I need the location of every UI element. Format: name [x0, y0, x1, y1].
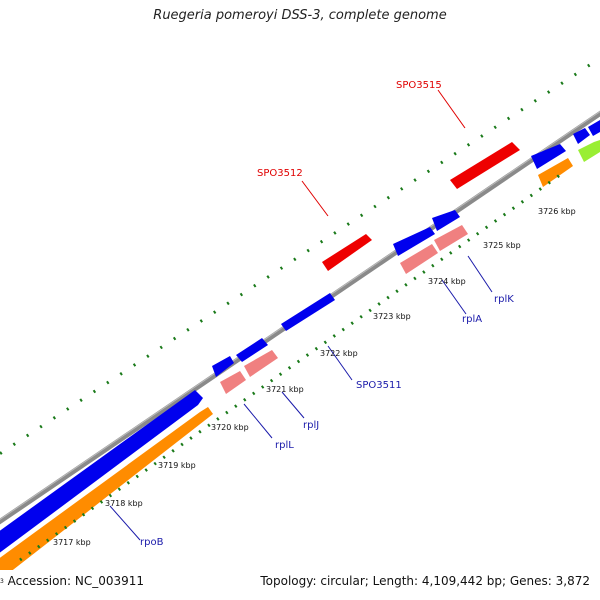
cds-forward-7[interactable] [573, 128, 590, 144]
accession-value: Accession: NC_003911 [7, 574, 145, 588]
leader-rplA [441, 279, 467, 315]
cds-forward-rpoB[interactable] [0, 390, 203, 560]
leader-rpoB [109, 505, 141, 541]
label-rplK: rplK [494, 294, 514, 305]
tick-3721: 3721 kbp [266, 385, 304, 394]
inner-tick-ring [19, 173, 561, 562]
leader-rplJ [281, 391, 305, 419]
outer-tick-ring [0, 56, 600, 456]
cds-forward-2[interactable] [236, 338, 268, 362]
map-title: Ruegeria pomeroyi DSS-3, complete genome [153, 8, 447, 23]
accession-text: 3 Accession: NC_003911 [0, 574, 144, 588]
label-rplJ: rplJ [303, 420, 319, 431]
label-SPO3512: SPO3512 [257, 168, 303, 179]
tick-3718: 3718 kbp [105, 499, 143, 508]
cds-reverse-rpoB[interactable] [0, 407, 213, 580]
tick-3726: 3726 kbp [538, 207, 576, 216]
label-SPO3515: SPO3515 [396, 80, 442, 91]
tick-3724: 3724 kbp [428, 277, 466, 286]
tick-3720: 3720 kbp [211, 423, 249, 432]
leader-rplK [467, 255, 493, 293]
gene-SPO3515[interactable] [450, 142, 520, 189]
cds-forward-5[interactable] [432, 210, 460, 231]
label-rplA: rplA [462, 314, 482, 325]
tick-3723: 3723 kbp [373, 312, 411, 321]
cds-forward-4[interactable] [393, 227, 435, 256]
tick-3719: 3719 kbp [158, 461, 196, 470]
label-rplL: rplL [275, 440, 294, 451]
feature-rplL[interactable] [220, 371, 246, 394]
leader-SPO3515 [437, 89, 466, 129]
accession-prefix: 3 [0, 578, 4, 585]
feature-misc[interactable] [578, 140, 600, 162]
tick-3717: 3717 kbp [53, 538, 91, 547]
feature-rplA[interactable] [400, 244, 438, 274]
label-rpoB: rpoB [140, 537, 164, 548]
genome-summary: Topology: circular; Length: 4,109,442 bp… [260, 574, 590, 588]
cds-forward-8[interactable] [588, 120, 600, 136]
feature-rplK[interactable] [434, 225, 468, 251]
leader-rplL [243, 403, 273, 439]
tick-3722: 3722 kbp [320, 349, 358, 358]
cds-forward-1[interactable] [212, 356, 234, 377]
gene-SPO3512[interactable] [322, 234, 372, 271]
label-SPO3511: SPO3511 [356, 380, 402, 391]
tick-3725: 3725 kbp [483, 241, 521, 250]
feature-rplJ[interactable] [244, 350, 278, 377]
leader-SPO3511 [327, 345, 353, 381]
leader-SPO3512 [301, 180, 329, 217]
cds-forward-3[interactable] [281, 293, 335, 331]
cds-forward-6[interactable] [531, 144, 566, 169]
cds-reverse-2[interactable] [538, 158, 573, 187]
